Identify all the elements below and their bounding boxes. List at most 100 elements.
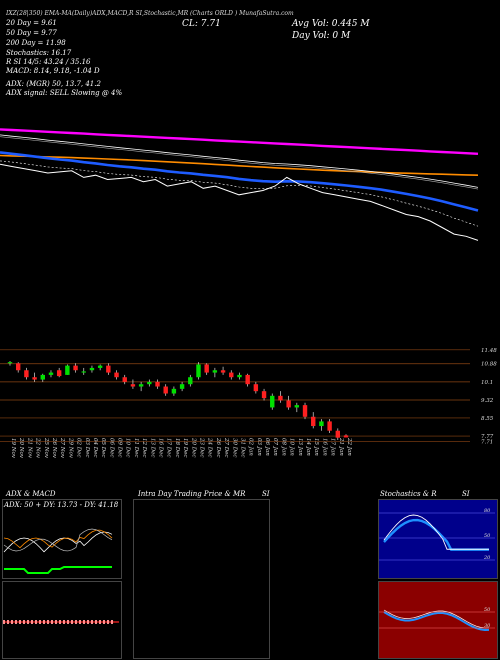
date-tick-label: 30 Dec — [231, 438, 237, 458]
ema50-label: 50 Day = 9.77 — [6, 29, 57, 37]
candle-body — [179, 384, 185, 389]
ema20-line — [0, 151, 479, 212]
avg-volume-label: Avg Vol: 0.445 M — [292, 19, 370, 29]
price-tick-label: 7.71 — [481, 439, 493, 445]
ema8-line — [0, 160, 479, 227]
candle-body — [302, 405, 308, 417]
rsi-level-label: 50 — [484, 607, 491, 613]
stochastic-level-label: 50 — [484, 533, 491, 539]
candle-body — [65, 365, 70, 375]
candle-body — [286, 400, 291, 408]
macd-histogram-bar — [51, 620, 53, 624]
date-tick-label: 11 Dec — [133, 438, 139, 458]
candle-body — [56, 370, 62, 377]
candlestick-chart: 11.48 10.88 10.1 9.32 8.55 7.777.71 — [0, 348, 497, 445]
macd-panel — [2, 581, 122, 659]
candle-body — [278, 395, 283, 401]
minus-di-line — [3, 528, 113, 552]
date-tick-label: 02 Dec — [76, 438, 82, 458]
adx-label: ADX: (MGR) 50, 13.7, 41.2 — [6, 80, 101, 88]
stochastics-si-label: SI — [462, 490, 470, 498]
candle-body — [163, 386, 168, 394]
price-line — [0, 163, 479, 241]
price-tick-label: 7.77 — [481, 434, 494, 440]
day-volume-label: Day Vol: 0 M — [292, 31, 351, 41]
date-tick-label: 22 Nov — [35, 437, 41, 459]
stochastic-level-label: 80 — [484, 508, 491, 514]
macd-histogram-bar — [35, 620, 37, 624]
date-tick-label: 20 Dec — [190, 437, 196, 458]
date-tick-label: 02 Jan — [248, 438, 254, 456]
date-tick-label: 13 Dec — [149, 438, 155, 458]
macd-histogram-bar — [7, 620, 9, 624]
rsi-label: R SI 14/5: 43.24 / 35.16 — [6, 58, 91, 66]
candle-body — [73, 365, 78, 371]
date-tick-label: 29 Nov — [67, 437, 73, 459]
macd-histogram-bar — [75, 620, 77, 624]
candle-body — [147, 381, 152, 385]
stochastic-signal-line — [383, 518, 489, 551]
adx-green-line — [4, 566, 112, 574]
macd-histogram-bar — [47, 620, 49, 624]
ema50-line — [0, 134, 479, 188]
date-tick-label: 10 Dec — [125, 438, 131, 458]
plus-di-line — [3, 529, 113, 549]
intraday-si-label: SI — [262, 490, 270, 498]
macd-histogram-bar — [19, 620, 21, 624]
candle-body — [89, 367, 95, 371]
price-tick-label: 11.48 — [481, 348, 497, 354]
date-tick-label: 06 Dec — [108, 438, 114, 458]
adx-line — [3, 531, 113, 553]
macd-histogram-bar — [79, 620, 81, 624]
date-tick-label: 21 Nov — [26, 437, 32, 459]
candle-body — [311, 416, 316, 427]
macd-histogram-bar — [71, 620, 73, 624]
ema20-label: 20 Day = 9.61 — [6, 19, 57, 27]
date-tick-label: 03 Dec — [84, 438, 90, 458]
rsi-signal-line — [383, 609, 490, 629]
candle-body — [212, 370, 218, 373]
candle-body — [97, 365, 103, 368]
candle-body — [32, 377, 37, 380]
adx-macd-title: ADX & MACD — [6, 490, 56, 498]
macd-histogram-bar — [31, 620, 33, 624]
date-tick-label: 14 Jan — [305, 438, 311, 456]
price-tick-label: 9.32 — [481, 398, 494, 404]
candle-body — [229, 372, 234, 378]
macd-histogram-bar — [99, 620, 101, 624]
candle-body — [319, 421, 324, 427]
candle-body — [188, 377, 193, 385]
candle-body — [204, 364, 209, 373]
date-tick-label: 27 Dec — [223, 437, 229, 458]
stochastic-level-label: 20 — [483, 555, 491, 561]
macd-histogram-bar — [87, 620, 89, 624]
candle-body — [245, 374, 250, 385]
candle-body — [122, 377, 127, 382]
candle-body — [40, 374, 45, 380]
macd-histogram-bar — [3, 620, 5, 624]
macd-histogram-bar — [107, 620, 109, 624]
date-tick-label: 26 Nov — [51, 437, 57, 459]
date-tick-label: 05 Dec — [100, 438, 106, 458]
stochastics-panel — [378, 499, 498, 579]
macd-histogram-bar — [83, 620, 85, 624]
rsi-line — [383, 611, 490, 631]
macd-histogram-bar — [11, 620, 13, 624]
candle-body — [81, 371, 86, 373]
candle-body — [196, 364, 201, 378]
date-tick-label: 23 Dec — [198, 437, 204, 458]
date-tick-label: 25 Nov — [43, 437, 49, 459]
date-tick-label: 13 Jan — [297, 438, 303, 456]
price-tick-label: 8.55 — [481, 416, 494, 422]
date-tick-label: 17 Dec — [166, 438, 172, 458]
date-tick-label: 31 Dec — [239, 438, 245, 458]
ema200-label: 200 Day = 11.98 — [6, 39, 66, 47]
adx-values-label: ADX: 50 + DY: 13.73 - DY: 41.18 — [4, 501, 119, 509]
date-tick-label: 16 Jan — [321, 438, 327, 456]
macd-histogram-bar — [27, 620, 29, 624]
macd-histogram-bar — [103, 620, 105, 624]
candle-body — [48, 372, 54, 375]
candle-body — [335, 430, 341, 438]
date-tick-label: 22 Jan — [346, 437, 352, 456]
date-tick-label: 04 Dec — [92, 438, 98, 458]
